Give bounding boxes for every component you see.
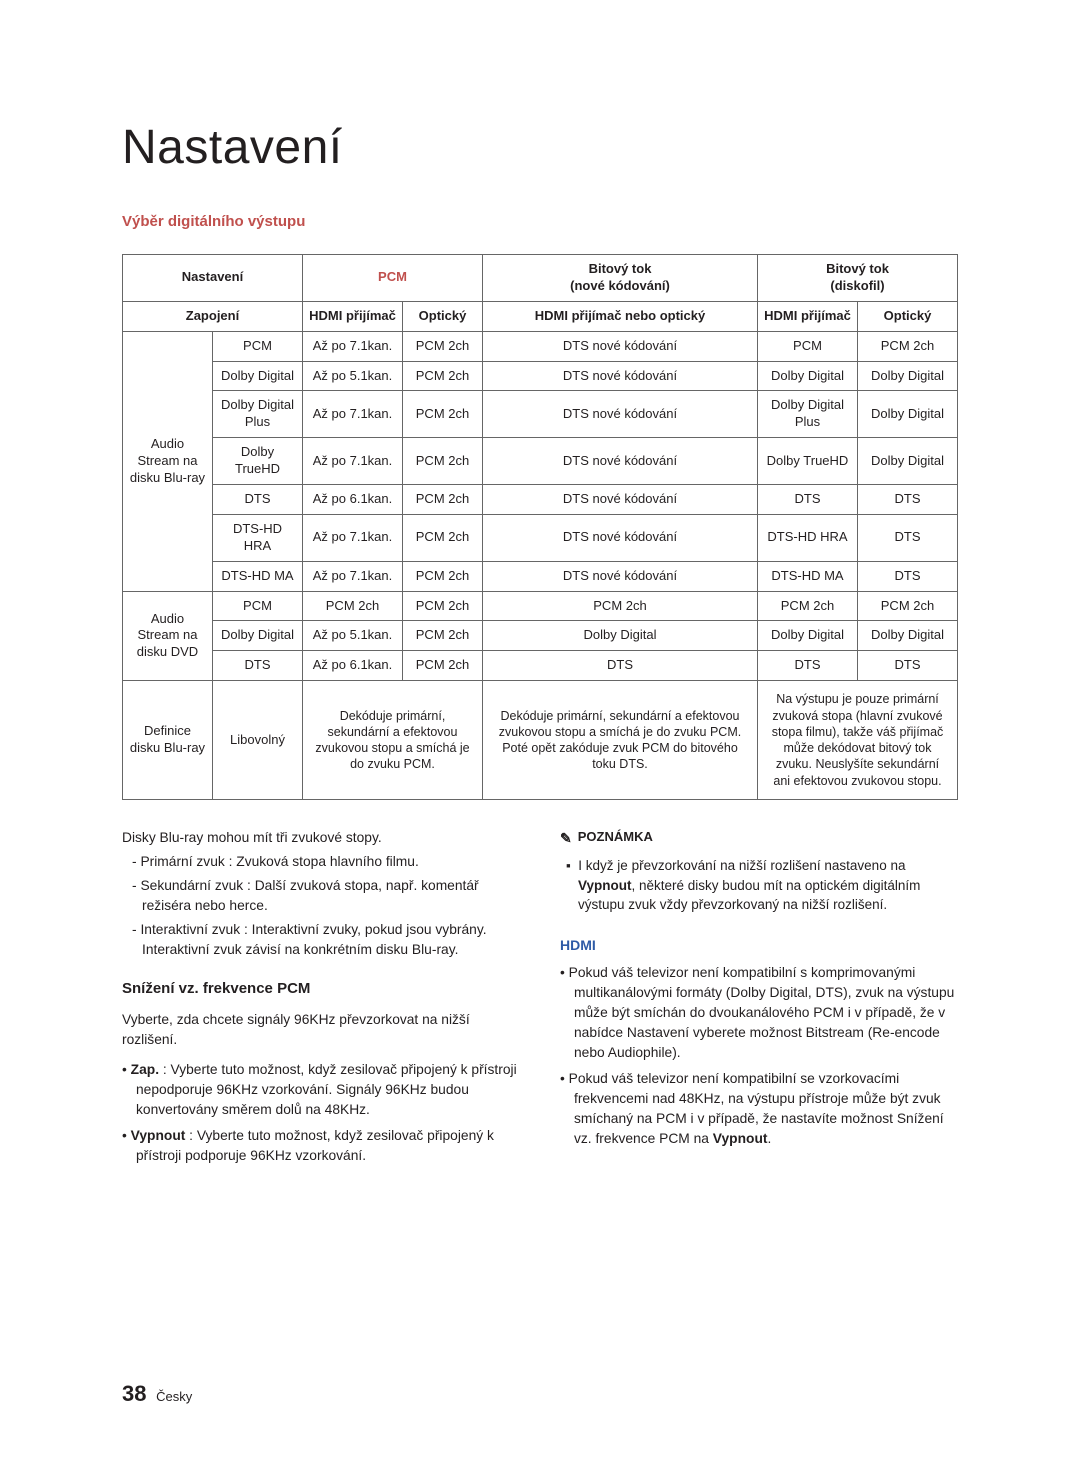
group-bluray: Audio Stream na disku Blu-ray	[123, 331, 213, 591]
th-setup: Nastavení	[123, 255, 303, 302]
table-row-definition: Definice disku Blu-ray Libovolný Dekóduj…	[123, 681, 958, 800]
table-row: DTS-HD MAAž po 7.1kan.PCM 2chDTS nové kó…	[123, 561, 958, 591]
note-heading: ✎ POZNÁMKA	[560, 828, 958, 848]
right-column: ✎ POZNÁMKA ▪ I když je převzorkování na …	[560, 828, 958, 1172]
page-footer: 38 Česky	[122, 1381, 192, 1407]
table-row: Dolby DigitalAž po 5.1kan.PCM 2chDTS nov…	[123, 361, 958, 391]
hdmi-heading: HDMI	[560, 935, 958, 955]
th-hdmi-rx-2: HDMI přijímač	[758, 301, 858, 331]
page-lang: Česky	[156, 1389, 192, 1404]
list-item: - Sekundární zvuk : Další zvuková stopa,…	[132, 876, 520, 916]
left-column: Disky Blu-ray mohou mít tři zvukové stop…	[122, 828, 520, 1172]
table-row: Audio Stream na disku Blu-ray PCM Až po …	[123, 331, 958, 361]
group-def: Definice disku Blu-ray	[123, 681, 213, 800]
th-optical-2: Optický	[858, 301, 958, 331]
th-optical: Optický	[403, 301, 483, 331]
bullet-off: • Vypnout : Vyberte tuto možnost, když z…	[122, 1126, 520, 1166]
hdmi-bullet-2: • Pokud váš televizor není kompatibilní …	[560, 1069, 958, 1149]
output-selection-table: Nastavení PCM Bitový tok(nové kódování) …	[122, 254, 958, 800]
intro-para: Disky Blu-ray mohou mít tři zvukové stop…	[122, 828, 520, 848]
th-bit-audio: Bitový tok(diskofil)	[758, 255, 958, 302]
th-bit-re: Bitový tok(nové kódování)	[483, 255, 758, 302]
table-row: DTS-HD HRAAž po 7.1kan.PCM 2chDTS nové k…	[123, 514, 958, 561]
table-row: DTSAž po 6.1kan.PCM 2chDTS nové kódování…	[123, 485, 958, 515]
table-row: Audio Stream na disku DVD PCMPCM 2chPCM …	[123, 591, 958, 621]
table-row: Dolby TrueHDAž po 7.1kan.PCM 2chDTS nové…	[123, 438, 958, 485]
th-hdmi-rx: HDMI přijímač	[303, 301, 403, 331]
def-audio: Na výstupu je pouze primární zvuková sto…	[758, 681, 958, 800]
page-title: Nastavení	[122, 120, 958, 175]
def-any: Libovolný	[213, 681, 303, 800]
table-row: DTSAž po 6.1kan.PCM 2chDTSDTSDTS	[123, 651, 958, 681]
note-body: ▪ I když je převzorkování na nižší rozli…	[560, 856, 958, 915]
def-re: Dekóduje primární, sekundární a efektovo…	[483, 681, 758, 800]
def-pcm: Dekóduje primární, sekundární a efektovo…	[303, 681, 483, 800]
table-row: Dolby DigitalAž po 5.1kan.PCM 2chDolby D…	[123, 621, 958, 651]
table-row: Dolby Digital PlusAž po 7.1kan.PCM 2chDT…	[123, 391, 958, 438]
pcm-downsample-heading: Snížení vz. frekvence PCM	[122, 978, 520, 1000]
th-hdmi-or-opt: HDMI přijímač nebo optický	[483, 301, 758, 331]
list-item: - Interaktivní zvuk : Interaktivní zvuky…	[132, 920, 520, 960]
note-icon: ✎	[560, 828, 572, 848]
bullet-on: • Zap. : Vyberte tuto možnost, když zesi…	[122, 1060, 520, 1120]
list-item: - Primární zvuk : Zvuková stopa hlavního…	[132, 852, 520, 872]
group-dvd: Audio Stream na disku DVD	[123, 591, 213, 681]
section-heading: Výběr digitálního výstupu	[122, 213, 958, 230]
page-number: 38	[122, 1381, 146, 1406]
hdmi-bullet-1: • Pokud váš televizor není kompatibilní …	[560, 963, 958, 1063]
pcm-downsample-para: Vyberte, zda chcete signály 96KHz převzo…	[122, 1010, 520, 1050]
th-pcm: PCM	[303, 255, 483, 302]
th-connection: Zapojení	[123, 301, 303, 331]
